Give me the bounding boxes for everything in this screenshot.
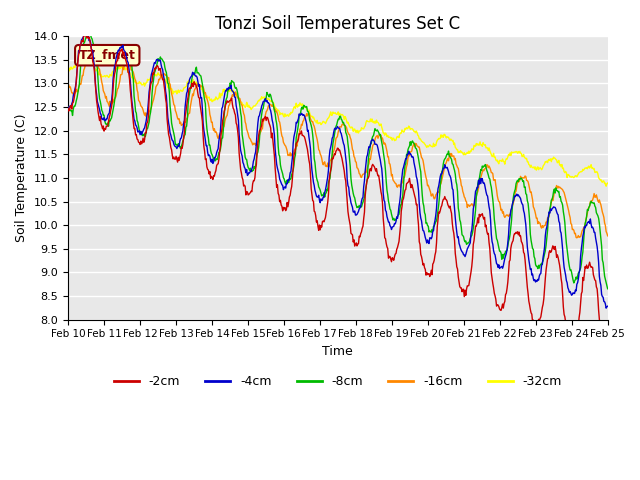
- Title: Tonzi Soil Temperatures Set C: Tonzi Soil Temperatures Set C: [215, 15, 460, 33]
- Y-axis label: Soil Temperature (C): Soil Temperature (C): [15, 114, 28, 242]
- Legend: -2cm, -4cm, -8cm, -16cm, -32cm: -2cm, -4cm, -8cm, -16cm, -32cm: [109, 370, 567, 393]
- Text: TZ_fmet: TZ_fmet: [79, 48, 136, 62]
- X-axis label: Time: Time: [323, 345, 353, 358]
